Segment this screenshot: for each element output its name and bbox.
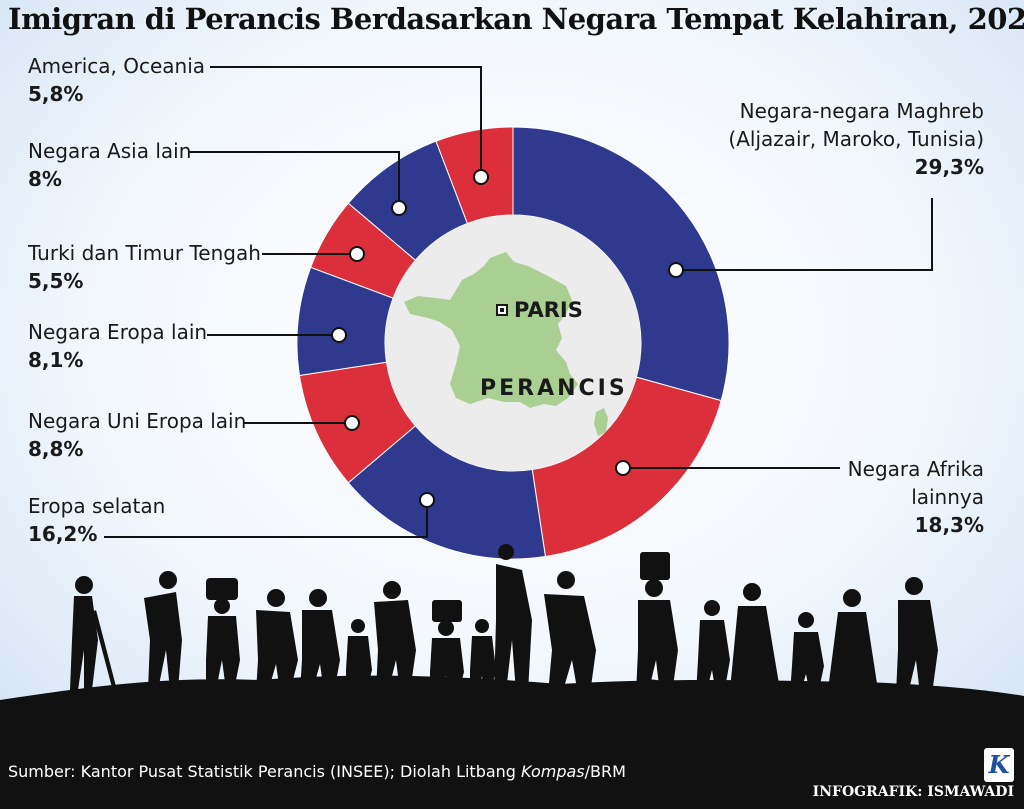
person-6 bbox=[346, 619, 372, 694]
person-17 bbox=[896, 577, 938, 694]
leader-dot-eropa-lain bbox=[331, 327, 347, 343]
label-uni-eropa-name: Negara Uni Eropa lain bbox=[28, 409, 247, 433]
label-eropa-lain-name: Negara Eropa lain bbox=[28, 320, 208, 344]
leader-dot-eropa-selatan bbox=[419, 492, 435, 508]
label-eropa-selatan-name: Eropa selatan bbox=[28, 494, 166, 518]
label-maghreb-line2: (Aljazair, Maroko, Tunisia) bbox=[728, 127, 984, 151]
source-note: Sumber: Kantor Pusat Statistik Perancis … bbox=[8, 762, 626, 781]
paris-label: PARIS bbox=[514, 298, 583, 322]
label-afrika: Negara Afrika lainnya 18,3% bbox=[760, 455, 984, 539]
france-map bbox=[404, 252, 578, 408]
person-16 bbox=[828, 589, 878, 690]
person-15 bbox=[790, 612, 824, 694]
leader-lines bbox=[104, 66, 933, 538]
label-maghreb-line1: Negara-negara Maghreb bbox=[739, 99, 984, 123]
rubble bbox=[620, 679, 960, 696]
leader-dot-afrika bbox=[615, 460, 631, 476]
label-asia: Negara Asia lain 8% bbox=[28, 137, 191, 193]
person-9 bbox=[470, 619, 496, 694]
chart-title: Imigran di Perancis Berdasarkan Negara T… bbox=[8, 2, 1024, 36]
kompas-logo-letter: K bbox=[988, 750, 1010, 779]
paris-marker-dot bbox=[500, 308, 504, 312]
leader-line-maghreb bbox=[676, 198, 933, 271]
leader-dot-asia bbox=[391, 200, 407, 216]
label-maghreb: Negara-negara Maghreb (Aljazair, Maroko,… bbox=[640, 97, 984, 181]
leader-dot-turki bbox=[349, 246, 365, 262]
label-afrika-line1: Negara Afrika bbox=[847, 457, 984, 481]
label-asia-value: 8% bbox=[28, 167, 62, 191]
migrants-silhouette bbox=[0, 544, 1024, 809]
person-1 bbox=[70, 576, 118, 695]
person-5 bbox=[300, 589, 340, 692]
label-america-name: America, Oceania bbox=[28, 54, 206, 78]
credit: INFOGRAFIK: ISMAWADI bbox=[812, 784, 1014, 800]
person-13 bbox=[696, 600, 730, 694]
person-2 bbox=[144, 571, 182, 690]
label-turki-name: Turki dan Timur Tengah bbox=[28, 241, 261, 265]
label-turki: Turki dan Timur Tengah 5,5% bbox=[28, 239, 261, 295]
label-eropa-lain-value: 8,1% bbox=[28, 348, 84, 372]
label-america-value: 5,8% bbox=[28, 82, 84, 106]
source-italic: Kompas bbox=[521, 762, 585, 781]
ground bbox=[0, 675, 1024, 809]
person-14 bbox=[730, 583, 780, 690]
source-suffix: /BRM bbox=[584, 762, 626, 781]
leader-dot-uni-eropa bbox=[344, 415, 360, 431]
label-asia-name: Negara Asia lain bbox=[28, 139, 192, 163]
leader-dot-america bbox=[473, 169, 489, 185]
person-10 bbox=[494, 544, 532, 692]
person-4 bbox=[256, 589, 298, 692]
person-8 bbox=[430, 600, 464, 694]
kompas-logo: K bbox=[984, 748, 1014, 782]
leader-dots bbox=[331, 169, 684, 508]
label-maghreb-value: 29,3% bbox=[914, 155, 984, 179]
label-eropa-lain: Negara Eropa lain 8,1% bbox=[28, 318, 207, 374]
label-uni-eropa: Negara Uni Eropa lain 8,8% bbox=[28, 407, 246, 463]
label-america: America, Oceania 5,8% bbox=[28, 52, 205, 108]
label-uni-eropa-value: 8,8% bbox=[28, 437, 84, 461]
source-prefix: Sumber: Kantor Pusat Statistik Perancis … bbox=[8, 762, 522, 781]
leader-line-america bbox=[210, 66, 482, 177]
leader-dot-maghreb bbox=[668, 262, 684, 278]
perancis-label: PERANCIS bbox=[480, 376, 628, 401]
label-eropa-selatan: Eropa selatan 16,2% bbox=[28, 492, 165, 548]
leader-line-asia bbox=[188, 151, 400, 208]
person-12 bbox=[636, 552, 678, 694]
label-afrika-value: 18,3% bbox=[914, 513, 984, 537]
person-3 bbox=[206, 578, 240, 690]
leader-line-eropa-selatan bbox=[104, 500, 428, 538]
label-afrika-line2: lainnya bbox=[911, 485, 984, 509]
corsica-map bbox=[594, 408, 608, 436]
label-eropa-selatan-value: 16,2% bbox=[28, 522, 98, 546]
person-7 bbox=[374, 581, 416, 692]
person-11 bbox=[544, 571, 596, 694]
label-turki-value: 5,5% bbox=[28, 269, 84, 293]
